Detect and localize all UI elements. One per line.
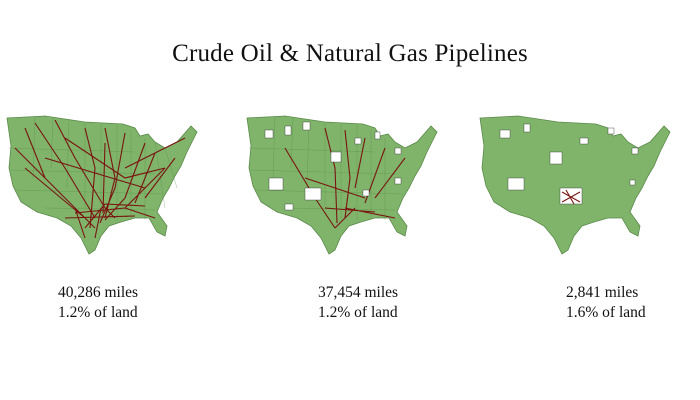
cutout [394,147,402,155]
slide-title: Crude Oil & Natural Gas Pipelines [172,40,528,67]
cutout [304,187,322,201]
pipeline-network [561,189,581,205]
cutout [523,123,531,133]
us-land-shape [479,115,671,255]
pipeline-network [14,119,186,239]
cutout [579,137,589,145]
cutout [607,127,615,135]
cutout [330,151,342,163]
panel-2-caption: 37,454 miles 1.2% of land [318,283,448,323]
us-map-minimal-pipelines [478,108,678,268]
cutout [499,129,511,139]
us-land-shape [246,115,438,255]
us-map-svg [479,115,671,255]
panel-1-caption: 40,286 miles 1.2% of land [58,283,188,323]
cutout [354,137,362,145]
cutout [507,177,525,191]
land-share: 1.2% of land [58,304,138,321]
us-map-svg [6,115,198,255]
cutout [284,203,294,211]
pipeline-miles: 37,454 miles [318,284,399,301]
land-share: 1.6% of land [566,304,646,321]
pipeline-miles: 40,286 miles [58,284,139,301]
cutout [394,177,402,185]
pipeline-miles: 2,841 miles [566,284,639,301]
cutout [629,179,636,186]
excluded-areas [264,121,402,211]
cutout [284,125,292,136]
cutout [549,151,563,165]
state-borders [248,116,404,220]
cutout [374,131,381,140]
us-map-dense-pipelines [5,108,205,268]
us-land-shape [6,115,198,255]
cutout [631,147,639,155]
cutout [268,177,284,191]
land-share: 1.2% of land [318,304,398,321]
panel-3-caption: 2,841 miles 1.6% of land [566,283,696,323]
us-map-moderate-pipelines [245,108,445,268]
cutout [362,189,370,197]
cutout [264,129,274,139]
us-map-svg [246,115,438,255]
cutout [302,121,311,131]
